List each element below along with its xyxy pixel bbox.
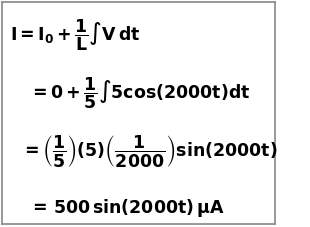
Text: $\bf{{=}\,500\,sin(2000t)\,\mu A}$: $\bf{{=}\,500\,sin(2000t)\,\mu A}$: [29, 197, 225, 219]
Text: $\bf{{=}\left(\dfrac{1}{5}\right)(5)\left(\dfrac{1}{2000}\right)sin(2000t)}$: $\bf{{=}\left(\dfrac{1}{5}\right)(5)\lef…: [21, 133, 278, 169]
Text: $\bf{{=}0+\dfrac{1}{5}\int 5cos(2000t)dt}$: $\bf{{=}0+\dfrac{1}{5}\int 5cos(2000t)dt…: [29, 75, 251, 111]
Text: $\bf{I{=}I_0+\dfrac{1}{L}\int V\,dt}$: $\bf{I{=}I_0+\dfrac{1}{L}\int V\,dt}$: [10, 18, 141, 53]
